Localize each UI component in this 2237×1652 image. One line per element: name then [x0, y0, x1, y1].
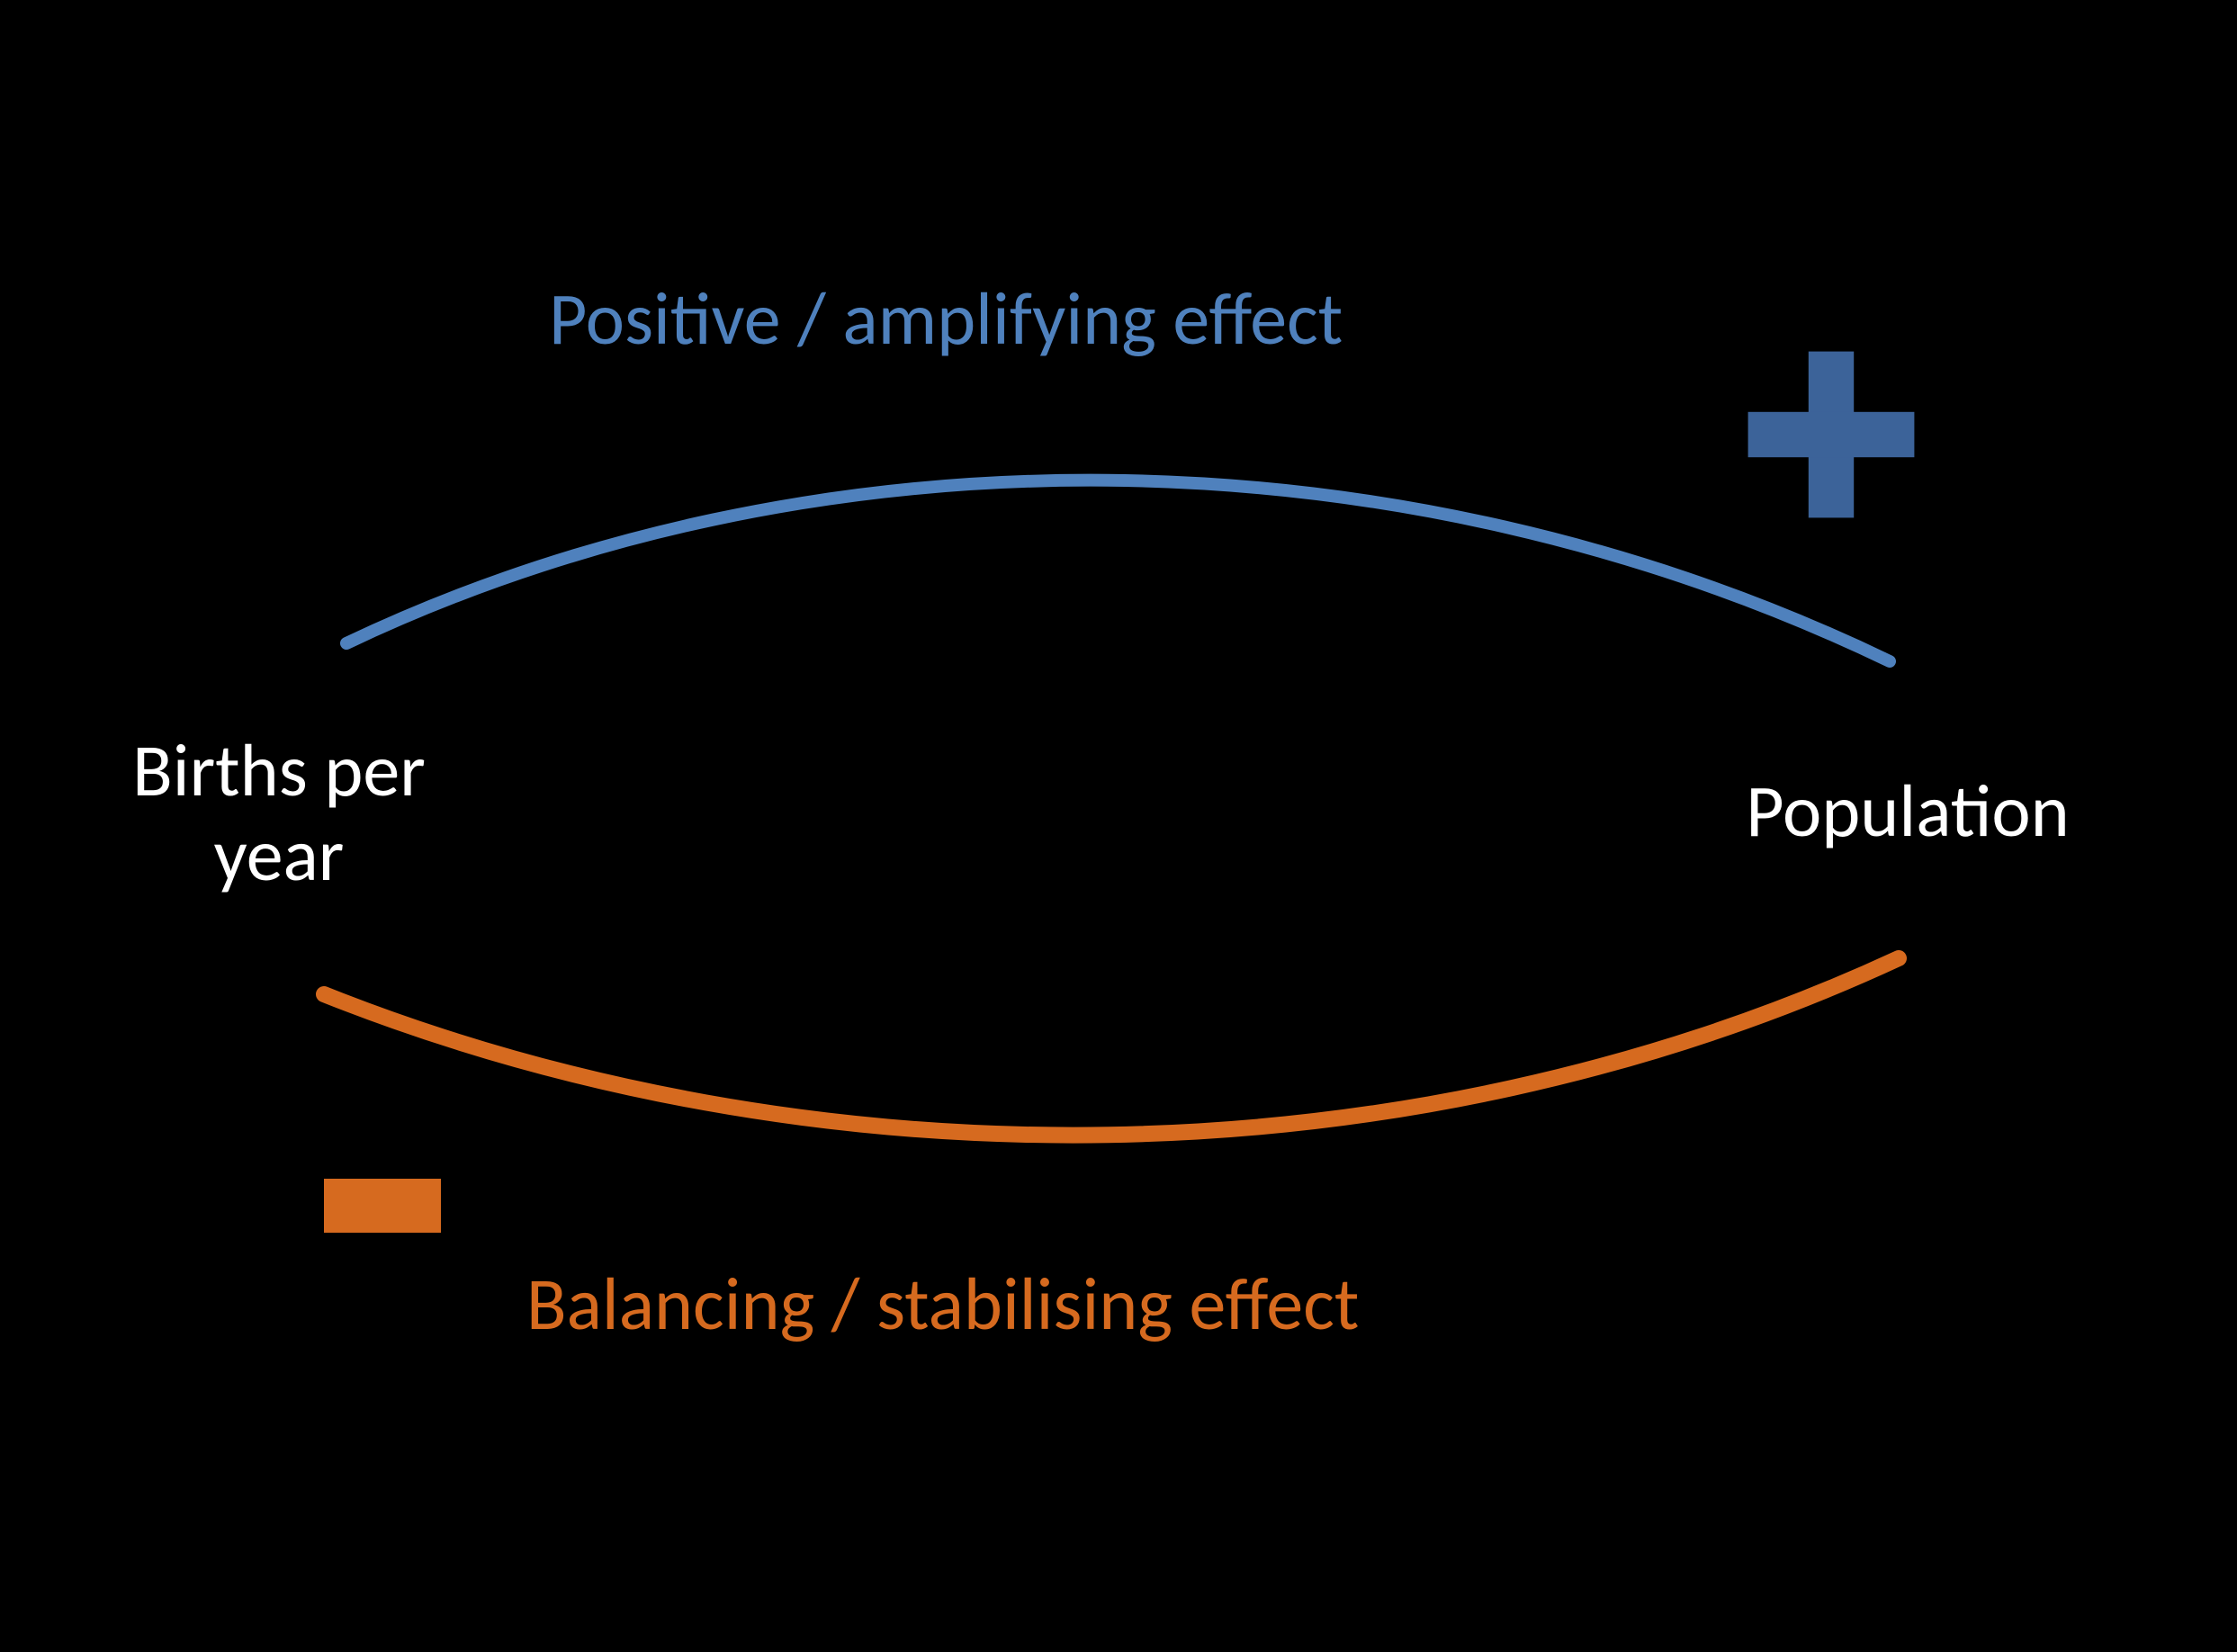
edge-bottom-arc — [324, 958, 1899, 1136]
node-population: Population — [1674, 769, 2142, 854]
plus-icon — [1737, 340, 1926, 529]
edge-bottom-label: Balancing / stabilising effect — [526, 1260, 1359, 1350]
diagram-canvas: Births per year Population Positive / am… — [0, 0, 2237, 1652]
edge-top-arc — [346, 480, 1890, 661]
node-births: Births per year — [90, 729, 468, 899]
edge-top-label: Positive / amplifying effect — [549, 274, 1343, 364]
minus-icon — [324, 1179, 441, 1233]
